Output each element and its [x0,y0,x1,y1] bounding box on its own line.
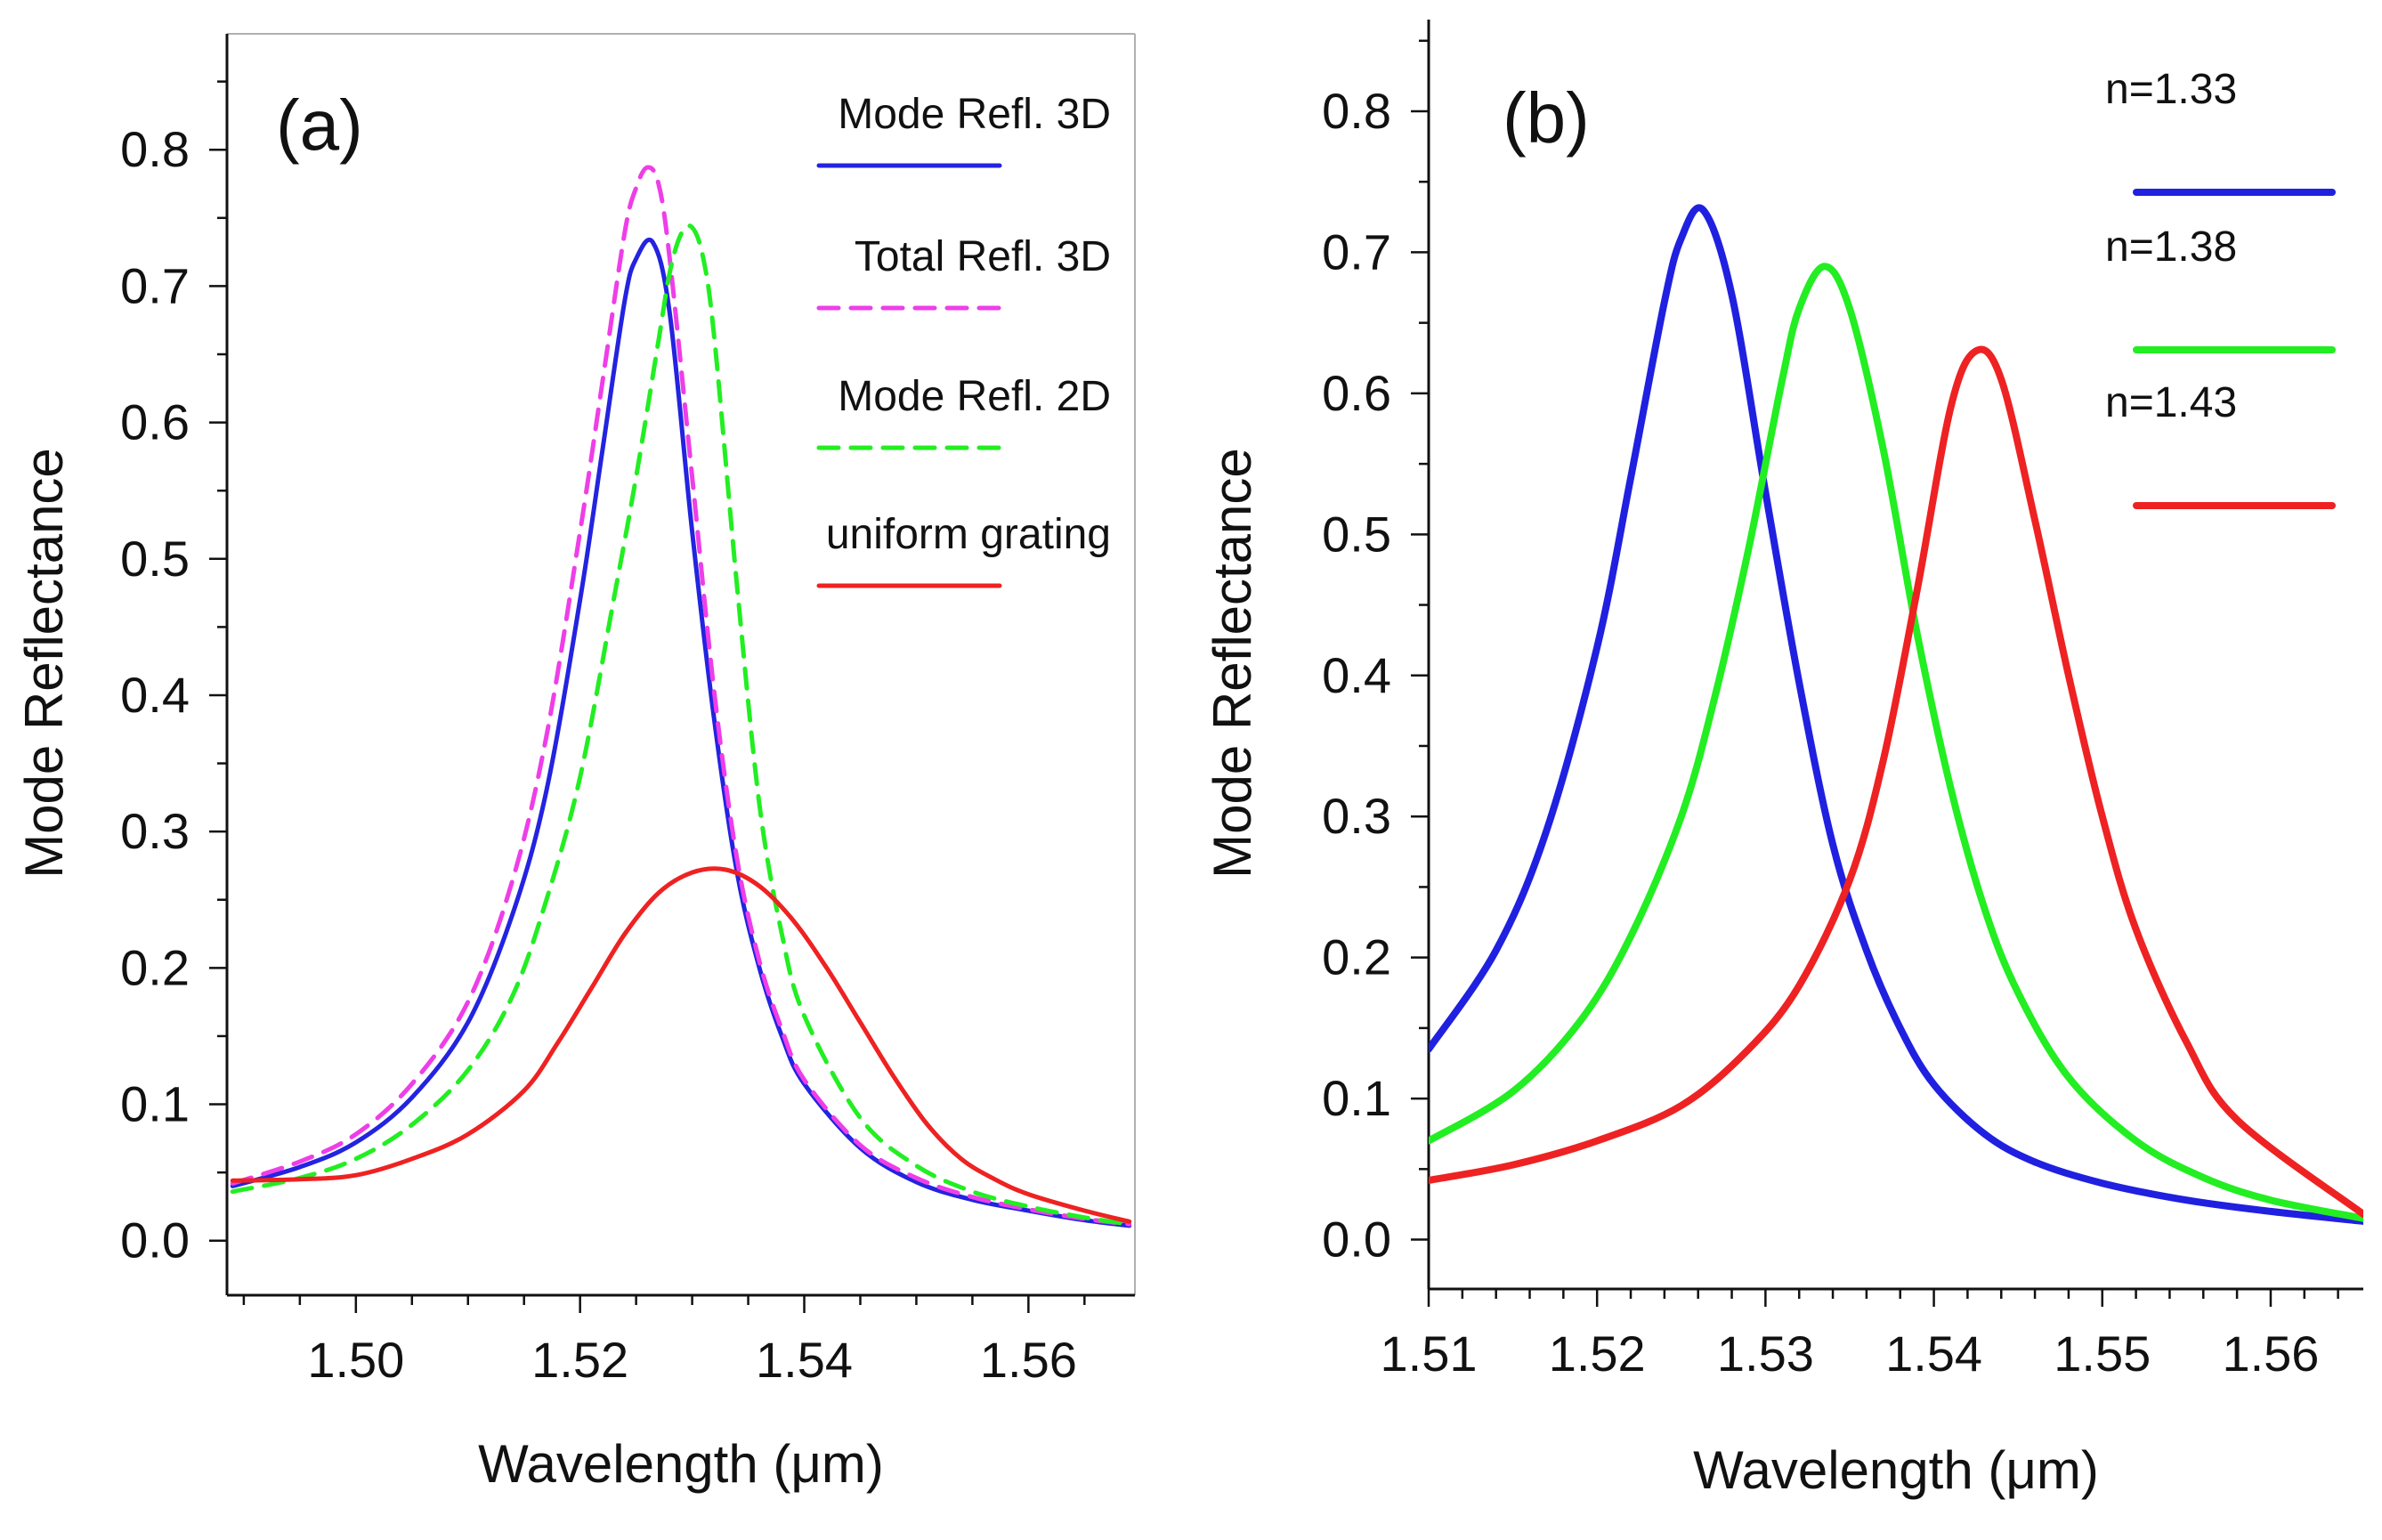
chart-panel-a: 0.0 0.1 0.2 0.3 0.4 0.5 0.6 0.7 0.8 1.50 1.52 1.54 1… [14,33,1136,1494]
x-tick-label: 1.55 [2054,1325,2151,1382]
panel-label: (a) [276,85,363,165]
series-line-mode-refl-2d [230,223,1132,1227]
y-tick-label: 0.7 [1322,223,1391,280]
y-tick-label: 0.0 [120,1212,190,1268]
y-tick-label: 0.1 [120,1076,190,1132]
y-tick-label: 0.3 [120,803,190,859]
y-tick-label: 0.1 [1322,1070,1391,1126]
x-tick-label: 1.53 [1717,1325,1814,1382]
x-tick-label: 1.50 [307,1332,404,1388]
legend-label-mode-refl-2d: Mode Refl. 2D [838,373,1111,420]
legend-label-total-refl-3d: Total Refl. 3D [855,233,1111,280]
x-tick-label: 1.54 [756,1332,853,1388]
series-line-n-1-43 [1429,345,2363,1218]
x-tick-label: 1.51 [1381,1325,1478,1382]
series-line-total-refl-3d [230,165,1132,1227]
x-tick-label: 1.56 [980,1332,1077,1388]
y-tick-label: 0.8 [120,121,190,177]
legend-label-n-1-43: n=1.43 [2105,379,2237,426]
y-tick-label: 0.5 [120,531,190,587]
x-axis-title: Wavelength (μm) [1693,1440,2099,1500]
y-tick-label: 0.6 [1322,365,1391,421]
y-tick-label: 0.8 [1322,83,1391,139]
legend-label-uniform-grating: uniform grating [826,511,1111,558]
y-tick-label: 0.0 [1322,1212,1391,1268]
y-axis-title: Mode Reflectance [14,448,74,879]
y-tick-label: 0.5 [1322,506,1391,562]
y-tick-label: 0.2 [120,939,190,995]
x-tick-label: 1.52 [1549,1325,1646,1382]
series-line-uniform-grating [230,866,1132,1224]
legend-label-n-1-38: n=1.38 [2105,223,2237,271]
y-tick-label: 0.4 [120,667,190,723]
y-tick-label: 0.6 [120,394,190,450]
y-tick-label: 0.3 [1322,788,1391,844]
y-tick-label: 0.7 [120,257,190,313]
legend-label-n-1-33: n=1.33 [2105,66,2237,113]
series-line-n-1-33 [1429,204,2363,1225]
x-tick-label: 1.52 [531,1332,628,1388]
panel-label: (b) [1503,78,1590,158]
legend-label-mode-refl-3d: Mode Refl. 3D [838,91,1111,138]
y-axis-title: Mode Reflectance [1203,448,1262,879]
x-tick-label: 1.54 [1885,1325,1982,1382]
chart-panel-b: 0.0 0.1 0.2 0.3 0.4 0.5 0.6 0.7 0.8 1.51 1.52 1.53 1… [1203,20,2363,1500]
x-tick-label: 1.56 [2222,1325,2319,1382]
series-line-n-1-38 [1429,263,2363,1222]
x-axis-title: Wavelength (μm) [478,1434,884,1494]
y-tick-label: 0.2 [1322,929,1391,985]
y-tick-label: 0.4 [1322,647,1391,703]
